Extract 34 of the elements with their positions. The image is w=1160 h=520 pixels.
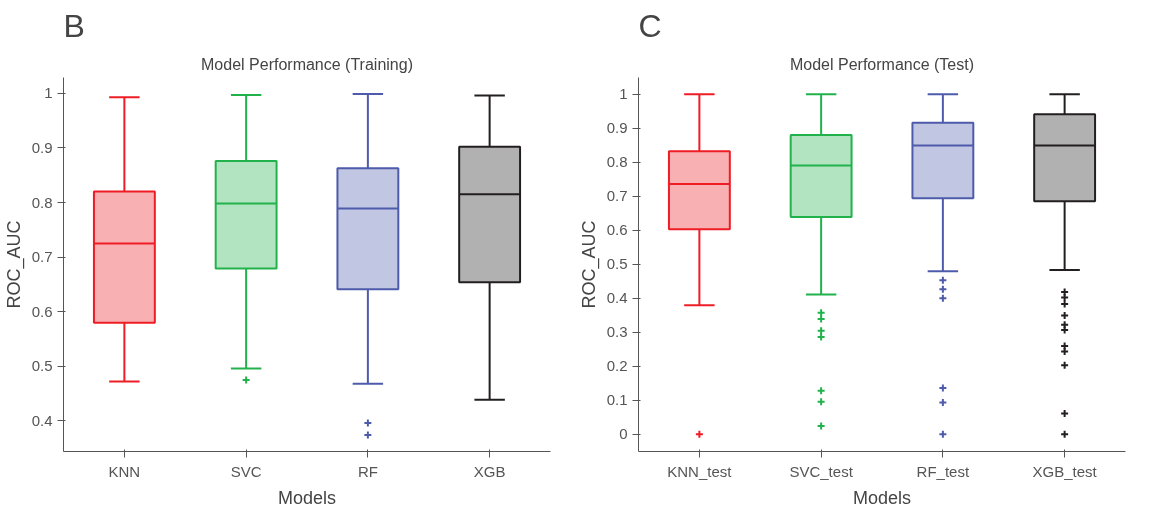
x-tick-label: XGB_test (1032, 462, 1098, 480)
x-tick-label: RF_test (916, 462, 970, 480)
y-tick-label: 0.5 (606, 255, 628, 273)
chart-title: Model Performance (Test) (789, 55, 975, 73)
x-tick-label: SVC_test (789, 462, 854, 480)
y-axis-title: ROC_AUC (3, 220, 25, 309)
chart-title: Model Performance (Training) (201, 55, 413, 73)
y-tick-label: 0.1 (606, 391, 628, 409)
x-tick-label: XGB (473, 462, 506, 480)
y-axis-title: ROC_AUC (578, 220, 600, 309)
x-axis-title: Models (277, 487, 337, 508)
y-tick-label: 0.2 (606, 357, 628, 375)
y-tick-label: 0.8 (31, 193, 53, 211)
x-tick-label: KNN (108, 462, 141, 480)
y-tick-label: 0.9 (31, 138, 53, 156)
y-tick-label: 0.7 (31, 248, 53, 266)
y-tick-label: 0.8 (606, 153, 628, 171)
x-tick-label: SVC (230, 462, 262, 480)
y-tick-label: 0.6 (31, 302, 53, 320)
y-tick-label: 1 (619, 85, 628, 103)
y-tick-label: 0 (619, 425, 628, 443)
y-tick-label: 0.4 (31, 411, 53, 429)
y-tick-label: 0.3 (606, 323, 628, 341)
text: C (638, 7, 662, 44)
y-tick-label: 1 (44, 84, 53, 102)
y-tick-label: 0.7 (606, 187, 628, 205)
text: B (63, 7, 85, 44)
y-tick-label: 0.5 (31, 357, 53, 375)
x-axis-title: Models (852, 487, 912, 508)
y-tick-label: 0.6 (606, 221, 628, 239)
y-tick-label: 0.9 (606, 119, 628, 137)
x-tick-label: RF (357, 462, 378, 480)
y-tick-label: 0.4 (606, 289, 628, 307)
x-tick-label: KNN_test (667, 462, 733, 480)
